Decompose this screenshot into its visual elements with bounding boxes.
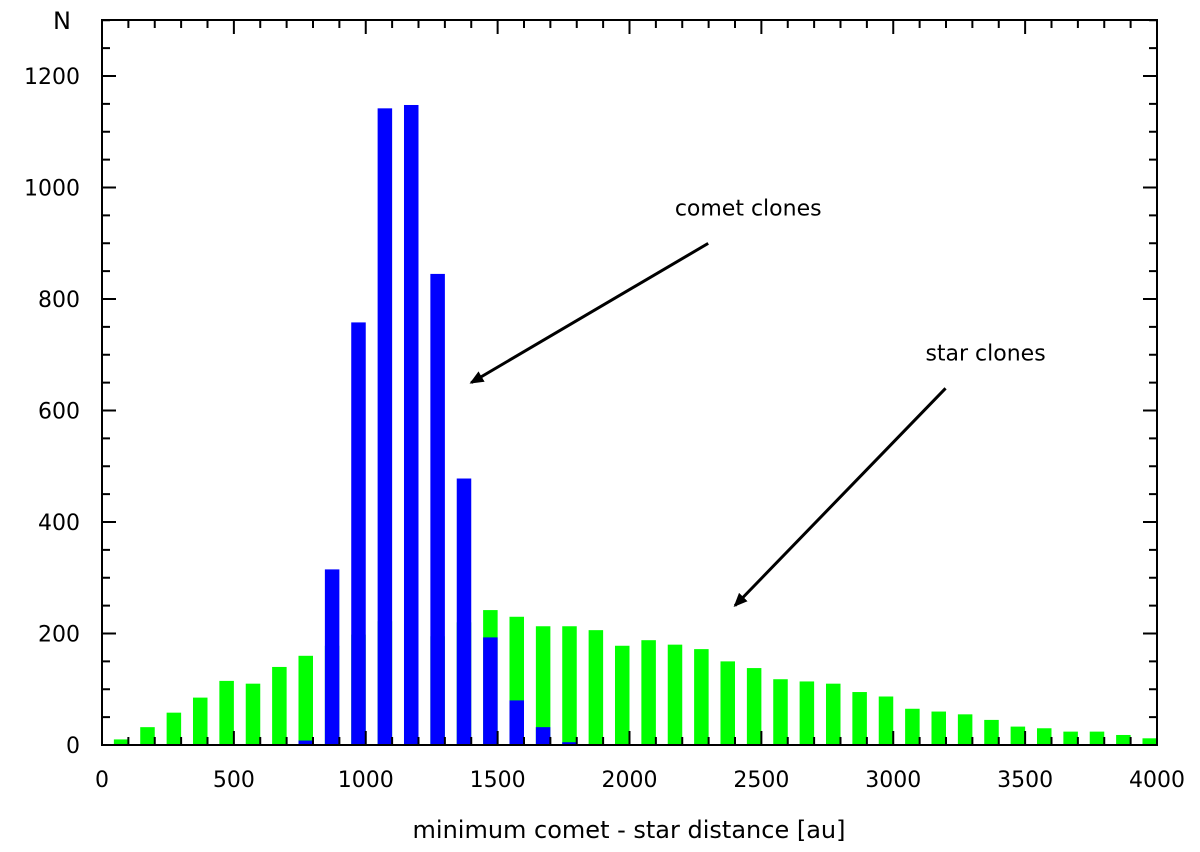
bar-s1-1700 <box>562 742 577 745</box>
bar-s1-1000 <box>377 108 393 746</box>
bar-s0-3500 <box>1036 728 1052 745</box>
bar-s0-2300 <box>720 661 735 746</box>
bar-s0-200 <box>166 712 182 745</box>
x-tick-label: 2000 <box>602 768 658 793</box>
x-tick-label: 3000 <box>865 768 921 793</box>
bar-s0-2700 <box>825 683 841 745</box>
bar-s0-1900 <box>614 645 630 745</box>
bar-s0-400 <box>219 680 234 745</box>
y-tick-label: 1000 <box>24 177 80 202</box>
y-axis-title: N <box>53 7 71 35</box>
y-tick-label: 800 <box>38 288 80 313</box>
y-tick-label: 0 <box>66 734 80 759</box>
bar-s0-2500 <box>773 679 788 745</box>
bar-s0-3800 <box>1116 734 1131 745</box>
bar-s0-2100 <box>667 644 683 745</box>
bar-s0-1800 <box>588 630 604 745</box>
x-tick-label: 1000 <box>338 768 394 793</box>
y-tick-label: 600 <box>38 400 80 425</box>
bar-s1-1600 <box>535 727 551 745</box>
y-tick-label: 1200 <box>24 65 80 90</box>
bar-s0-3600 <box>1063 731 1078 745</box>
bar-s0-2900 <box>878 696 894 745</box>
tick-labels-layer: 0 500 1000 1500 2000 2500 3000 3500 4000 0 200 400 6… <box>24 65 1185 793</box>
bar-s0-0 <box>113 739 129 745</box>
bar-s0-3300 <box>984 719 999 745</box>
bar-s0-3100 <box>931 711 946 745</box>
bar-s0-3200 <box>957 714 973 745</box>
x-tick-label: 4000 <box>1129 768 1185 793</box>
annotation-arrow-0 <box>469 242 709 384</box>
bar-s0-300 <box>192 697 208 745</box>
bar-s1-800 <box>324 569 340 745</box>
bar-s1-1500 <box>509 700 524 745</box>
bar-s1-1200 <box>430 273 445 745</box>
x-tick-label: 2500 <box>733 768 789 793</box>
annotation-label-0: comet clones <box>675 196 822 221</box>
bar-s0-1700 <box>562 626 577 745</box>
bar-s1-1400 <box>483 637 498 745</box>
plot-frame <box>101 19 1158 746</box>
bar-s0-2800 <box>852 692 867 745</box>
x-tick-label: 0 <box>95 768 109 793</box>
y-tick-label: 400 <box>38 511 80 536</box>
bar-s0-600 <box>272 666 287 745</box>
bar-s1-700 <box>298 740 313 745</box>
bars-layer <box>113 104 1157 746</box>
bar-s0-3700 <box>1089 731 1105 745</box>
bar-s0-2000 <box>641 640 656 745</box>
bar-s1-1300 <box>456 478 472 745</box>
bar-s0-3000 <box>905 708 920 745</box>
x-axis-title: minimum comet - star distance [au] <box>413 816 846 844</box>
annotation-label-1: star clones <box>925 341 1045 366</box>
bar-s0-100 <box>140 727 155 745</box>
x-tick-label: 3500 <box>997 768 1053 793</box>
ticks-layer <box>101 19 1158 746</box>
bar-s0-2600 <box>799 681 815 745</box>
bar-s0-2400 <box>746 668 762 745</box>
bar-s0-3400 <box>1010 726 1026 745</box>
x-tick-label: 1500 <box>470 768 526 793</box>
bar-s0-700 <box>298 655 313 745</box>
bar-s0-3900 <box>1142 738 1157 745</box>
bar-s1-1100 <box>403 104 419 746</box>
x-tick-label: 500 <box>213 768 255 793</box>
bar-s0-2200 <box>694 649 709 745</box>
bar-s0-1600 <box>535 626 551 745</box>
bar-s1-900 <box>351 322 366 745</box>
bar-s0-500 <box>245 683 261 745</box>
annotation-arrow-1 <box>733 387 947 608</box>
y-tick-label: 200 <box>38 623 80 648</box>
annotations-layer: comet clones star clones <box>469 196 1046 608</box>
